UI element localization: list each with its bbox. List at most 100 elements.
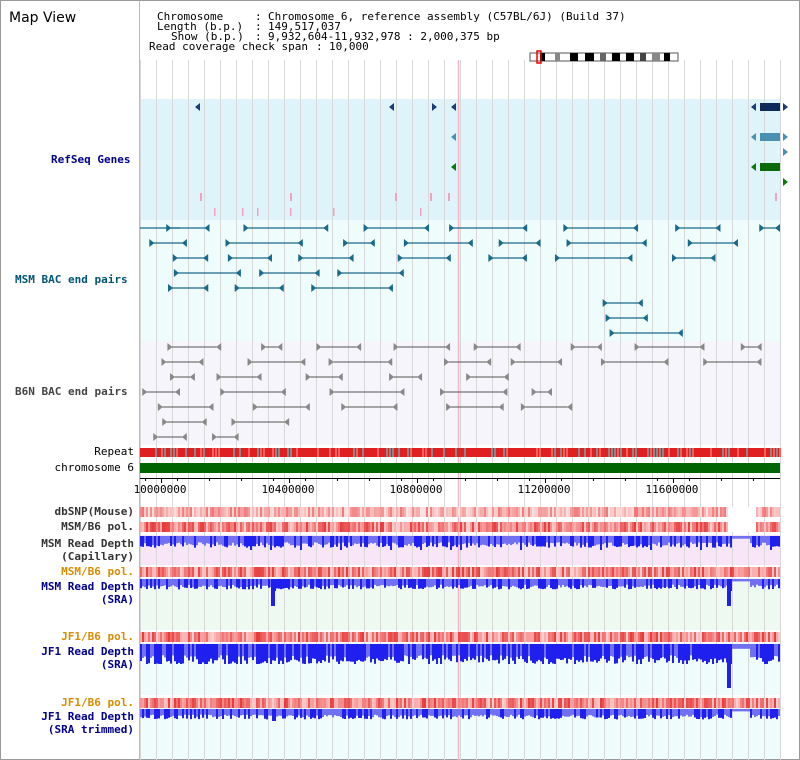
read-depth-bar	[236, 709, 238, 717]
polymorphism-cell	[422, 632, 424, 642]
polymorphism-cell	[276, 632, 278, 642]
read-depth-bar	[446, 579, 448, 587]
polymorphism-cell	[170, 507, 172, 517]
polymorphism-cell	[184, 698, 186, 708]
read-depth-bar	[458, 709, 460, 716]
read-depth-bar	[624, 579, 626, 588]
read-depth-bar	[394, 536, 396, 544]
read-depth-bar	[492, 579, 494, 589]
polymorphism-cell	[332, 632, 334, 642]
polymorphism-cell	[332, 698, 334, 708]
polymorphism-cell	[688, 632, 690, 642]
msm-bac-end	[369, 239, 375, 247]
read-depth-bar	[222, 709, 224, 719]
polymorphism-cell	[466, 507, 468, 517]
read-depth-bar	[230, 644, 232, 664]
msm-bac-end	[633, 224, 639, 232]
read-depth-bar	[590, 644, 592, 662]
polymorphism-cell	[260, 567, 262, 577]
polymorphism-cell	[590, 522, 592, 532]
polymorphism-cell	[362, 632, 364, 642]
refseq-tick	[448, 193, 450, 201]
polymorphism-cell	[436, 507, 438, 517]
read-depth-bar	[462, 536, 464, 545]
polymorphism-cell	[342, 507, 344, 517]
msm-bac-end	[602, 299, 608, 307]
polymorphism-cell	[742, 632, 744, 642]
polymorphism-cell	[158, 698, 160, 708]
read-depth-bar	[254, 709, 256, 715]
read-depth-bar	[202, 579, 204, 586]
repeat-segment	[464, 448, 466, 457]
read-depth-bar	[184, 709, 186, 715]
polymorphism-cell	[434, 632, 436, 642]
read-depth-bar	[376, 709, 378, 716]
repeat-segment	[386, 448, 388, 457]
track-label-refseq[interactable]: RefSeq Genes	[51, 153, 131, 166]
read-depth-bar	[332, 579, 334, 586]
polymorphism-cell	[598, 567, 600, 577]
polymorphism-cell	[438, 632, 440, 642]
polymorphism-cell	[282, 507, 284, 517]
polymorphism-cell	[614, 567, 616, 577]
read-depth-bar	[572, 536, 574, 547]
polymorphism-cell	[640, 522, 642, 532]
polymorphism-cell	[182, 632, 184, 642]
polymorphism-cell	[254, 522, 256, 532]
polymorphism-cell	[630, 567, 632, 577]
polymorphism-cell	[660, 507, 662, 517]
read-depth-bar	[556, 709, 558, 719]
read-depth-bar	[302, 644, 304, 664]
polymorphism-cell	[386, 507, 388, 517]
polymorphism-cell	[678, 632, 680, 642]
read-depth-bar	[214, 709, 216, 717]
read-depth-bar	[548, 579, 550, 585]
read-depth-bar	[728, 709, 730, 718]
polymorphism-cell	[660, 632, 662, 642]
polymorphism-cell	[678, 567, 680, 577]
read-depth-bar	[532, 579, 534, 587]
polymorphism-cell	[240, 522, 242, 532]
polymorphism-cell	[716, 698, 718, 708]
read-depth-bar	[642, 644, 644, 659]
polymorphism-cell	[478, 632, 480, 642]
read-depth-bar	[572, 579, 574, 586]
read-depth-bar	[682, 536, 684, 546]
polymorphism-cell	[364, 698, 366, 708]
msm-bac-end	[225, 239, 231, 247]
read-depth-bar	[524, 709, 526, 717]
polymorphism-cell	[174, 507, 176, 517]
repeat-segment	[632, 448, 634, 457]
polymorphism-cell	[730, 567, 732, 577]
polymorphism-cell	[204, 698, 206, 708]
polymorphism-cell	[292, 567, 294, 577]
b6n-bac-end	[387, 358, 393, 366]
polymorphism-cell	[220, 507, 222, 517]
read-depth-bar	[490, 644, 492, 656]
track-label-msm-bac[interactable]: MSM BAC end pairs	[15, 273, 128, 286]
read-depth-bar	[610, 536, 612, 543]
read-depth-bar	[688, 709, 690, 717]
polymorphism-cell	[628, 522, 630, 532]
read-depth-bar	[482, 644, 484, 663]
read-depth-bar	[578, 709, 580, 716]
chromosome-bar	[140, 463, 780, 473]
read-depth-bar	[328, 536, 330, 543]
read-depth-bar	[550, 579, 552, 588]
read-depth-bar	[658, 536, 660, 543]
msm-bac-end	[203, 254, 209, 262]
polymorphism-cell	[434, 507, 436, 517]
track-label-b6n-bac[interactable]: B6N BAC end pairs	[15, 385, 128, 398]
polymorphism-cell	[354, 567, 356, 577]
read-depth-bar	[390, 644, 392, 660]
polymorphism-cell	[596, 632, 598, 642]
polymorphism-cell	[552, 698, 554, 708]
polymorphism-cell	[426, 698, 428, 708]
polymorphism-cell	[294, 632, 296, 642]
b6n-bac-end	[445, 343, 451, 351]
polymorphism-cell	[402, 567, 404, 577]
polymorphism-cell	[604, 507, 606, 517]
polymorphism-cell	[692, 632, 694, 642]
read-depth-bar	[394, 579, 396, 586]
